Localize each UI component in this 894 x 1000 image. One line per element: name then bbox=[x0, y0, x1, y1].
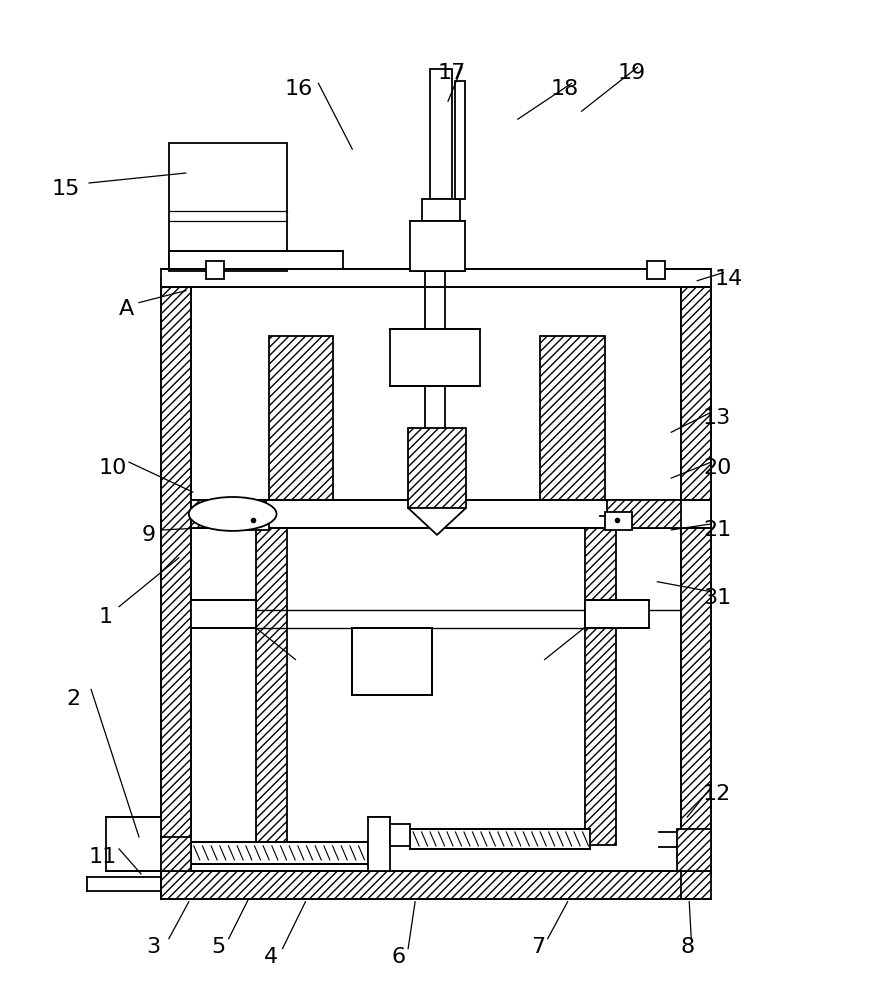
Bar bbox=[646, 261, 664, 279]
Text: 18: 18 bbox=[550, 79, 578, 99]
Bar bbox=[409, 829, 589, 849]
Bar bbox=[161, 871, 711, 899]
Text: 10: 10 bbox=[98, 458, 127, 478]
Text: 17: 17 bbox=[437, 63, 466, 83]
Text: 2: 2 bbox=[66, 689, 80, 709]
Bar bbox=[169, 251, 343, 269]
Bar bbox=[408, 428, 466, 508]
Bar bbox=[367, 817, 390, 871]
Bar bbox=[390, 824, 409, 846]
Bar bbox=[268, 336, 333, 500]
Text: 13: 13 bbox=[703, 408, 730, 428]
Text: 12: 12 bbox=[703, 784, 730, 804]
Ellipse shape bbox=[189, 497, 276, 531]
Bar bbox=[190, 842, 367, 864]
Text: 7: 7 bbox=[530, 937, 544, 957]
Bar bbox=[256, 528, 287, 845]
Bar bbox=[680, 279, 711, 875]
Text: 15: 15 bbox=[52, 179, 80, 199]
Bar bbox=[539, 336, 603, 500]
Text: 20: 20 bbox=[702, 458, 730, 478]
Bar bbox=[206, 261, 224, 279]
Text: 3: 3 bbox=[146, 937, 160, 957]
Bar bbox=[677, 829, 711, 871]
Bar bbox=[190, 500, 266, 528]
Text: 1: 1 bbox=[99, 607, 113, 627]
Bar bbox=[190, 500, 711, 528]
Bar bbox=[161, 279, 190, 875]
Bar bbox=[422, 199, 460, 221]
Bar bbox=[390, 329, 479, 386]
Bar bbox=[352, 628, 432, 695]
Bar bbox=[169, 143, 286, 271]
Text: 6: 6 bbox=[391, 947, 405, 967]
Text: 8: 8 bbox=[679, 937, 694, 957]
Text: 5: 5 bbox=[211, 937, 225, 957]
Text: 9: 9 bbox=[142, 525, 156, 545]
Bar bbox=[454, 81, 464, 199]
Text: 4: 4 bbox=[263, 947, 277, 967]
Bar bbox=[409, 221, 464, 271]
Text: 21: 21 bbox=[703, 520, 730, 540]
Bar bbox=[430, 69, 451, 199]
Text: 31: 31 bbox=[703, 588, 730, 608]
Text: 14: 14 bbox=[714, 269, 742, 289]
Bar bbox=[606, 500, 680, 528]
Bar bbox=[161, 837, 190, 871]
Bar bbox=[161, 269, 711, 287]
Bar bbox=[106, 817, 161, 871]
Text: A: A bbox=[118, 299, 133, 319]
Polygon shape bbox=[408, 508, 466, 535]
Bar bbox=[584, 600, 649, 628]
Text: 11: 11 bbox=[89, 847, 117, 867]
Bar bbox=[190, 600, 256, 628]
Bar bbox=[240, 512, 268, 530]
Bar bbox=[584, 528, 616, 845]
Text: 16: 16 bbox=[284, 79, 312, 99]
Bar bbox=[603, 512, 632, 530]
Text: 19: 19 bbox=[617, 63, 645, 83]
